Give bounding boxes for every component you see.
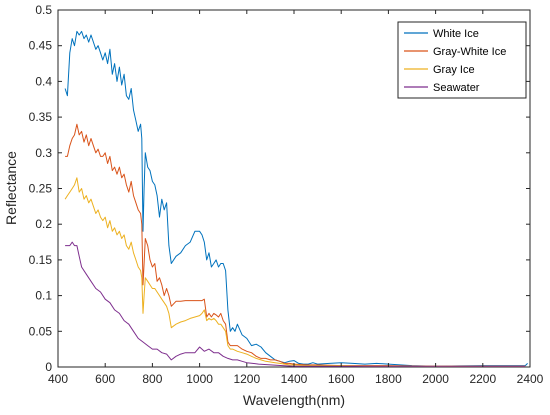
x-tick-label: 2000 [422,372,449,386]
y-tick-label: 0 [45,360,52,374]
y-tick-label: 0.35 [29,110,53,124]
axes-layer: 400 600 800 1000 1200 1400 1600 1800 2000 2200 240… [29,3,544,386]
x-tick-label: 1000 [186,372,213,386]
series-line-1 [65,123,526,367]
x-tick-label: 2200 [469,372,496,386]
x-tick-label: 600 [95,372,115,386]
x-tick-label: 800 [142,372,162,386]
legend-label-0: White Ice [433,28,479,40]
y-tick-label: 0.3 [35,146,52,160]
series-line-2 [64,177,526,367]
y-tick-label: 0.5 [35,3,52,17]
x-tick-label: 2400 [517,372,544,386]
legend: White Ice Gray-White Ice Gray Ice Seawater [397,21,527,99]
legend-box [397,21,527,99]
series-line-0 [64,30,528,367]
legend-label-3: Seawater [433,82,480,94]
legend-label-2: Gray Ice [433,64,475,76]
x-axis-label: Wavelength(nm) [243,392,345,408]
y-tick-label: 0.1 [35,289,52,303]
y-tick-label: 0.15 [29,253,53,267]
x-tick-label: 1800 [375,372,402,386]
legend-label-1: Gray-White Ice [433,46,506,58]
x-tick-label: 1400 [281,372,308,386]
y-tick-label: 0.4 [35,74,52,88]
y-tick-label: 0.25 [29,182,53,196]
series-layer [64,30,528,367]
y-tick-label: 0.05 [29,324,53,338]
x-tick-label: 1600 [328,372,355,386]
y-tick-label: 0.45 [29,39,53,53]
series-line-3 [65,241,526,367]
y-tick-label: 0.2 [35,217,52,231]
y-axis-label: Reflectance [3,151,19,225]
x-tick-label: 400 [48,372,68,386]
x-tick-label: 1200 [233,372,260,386]
